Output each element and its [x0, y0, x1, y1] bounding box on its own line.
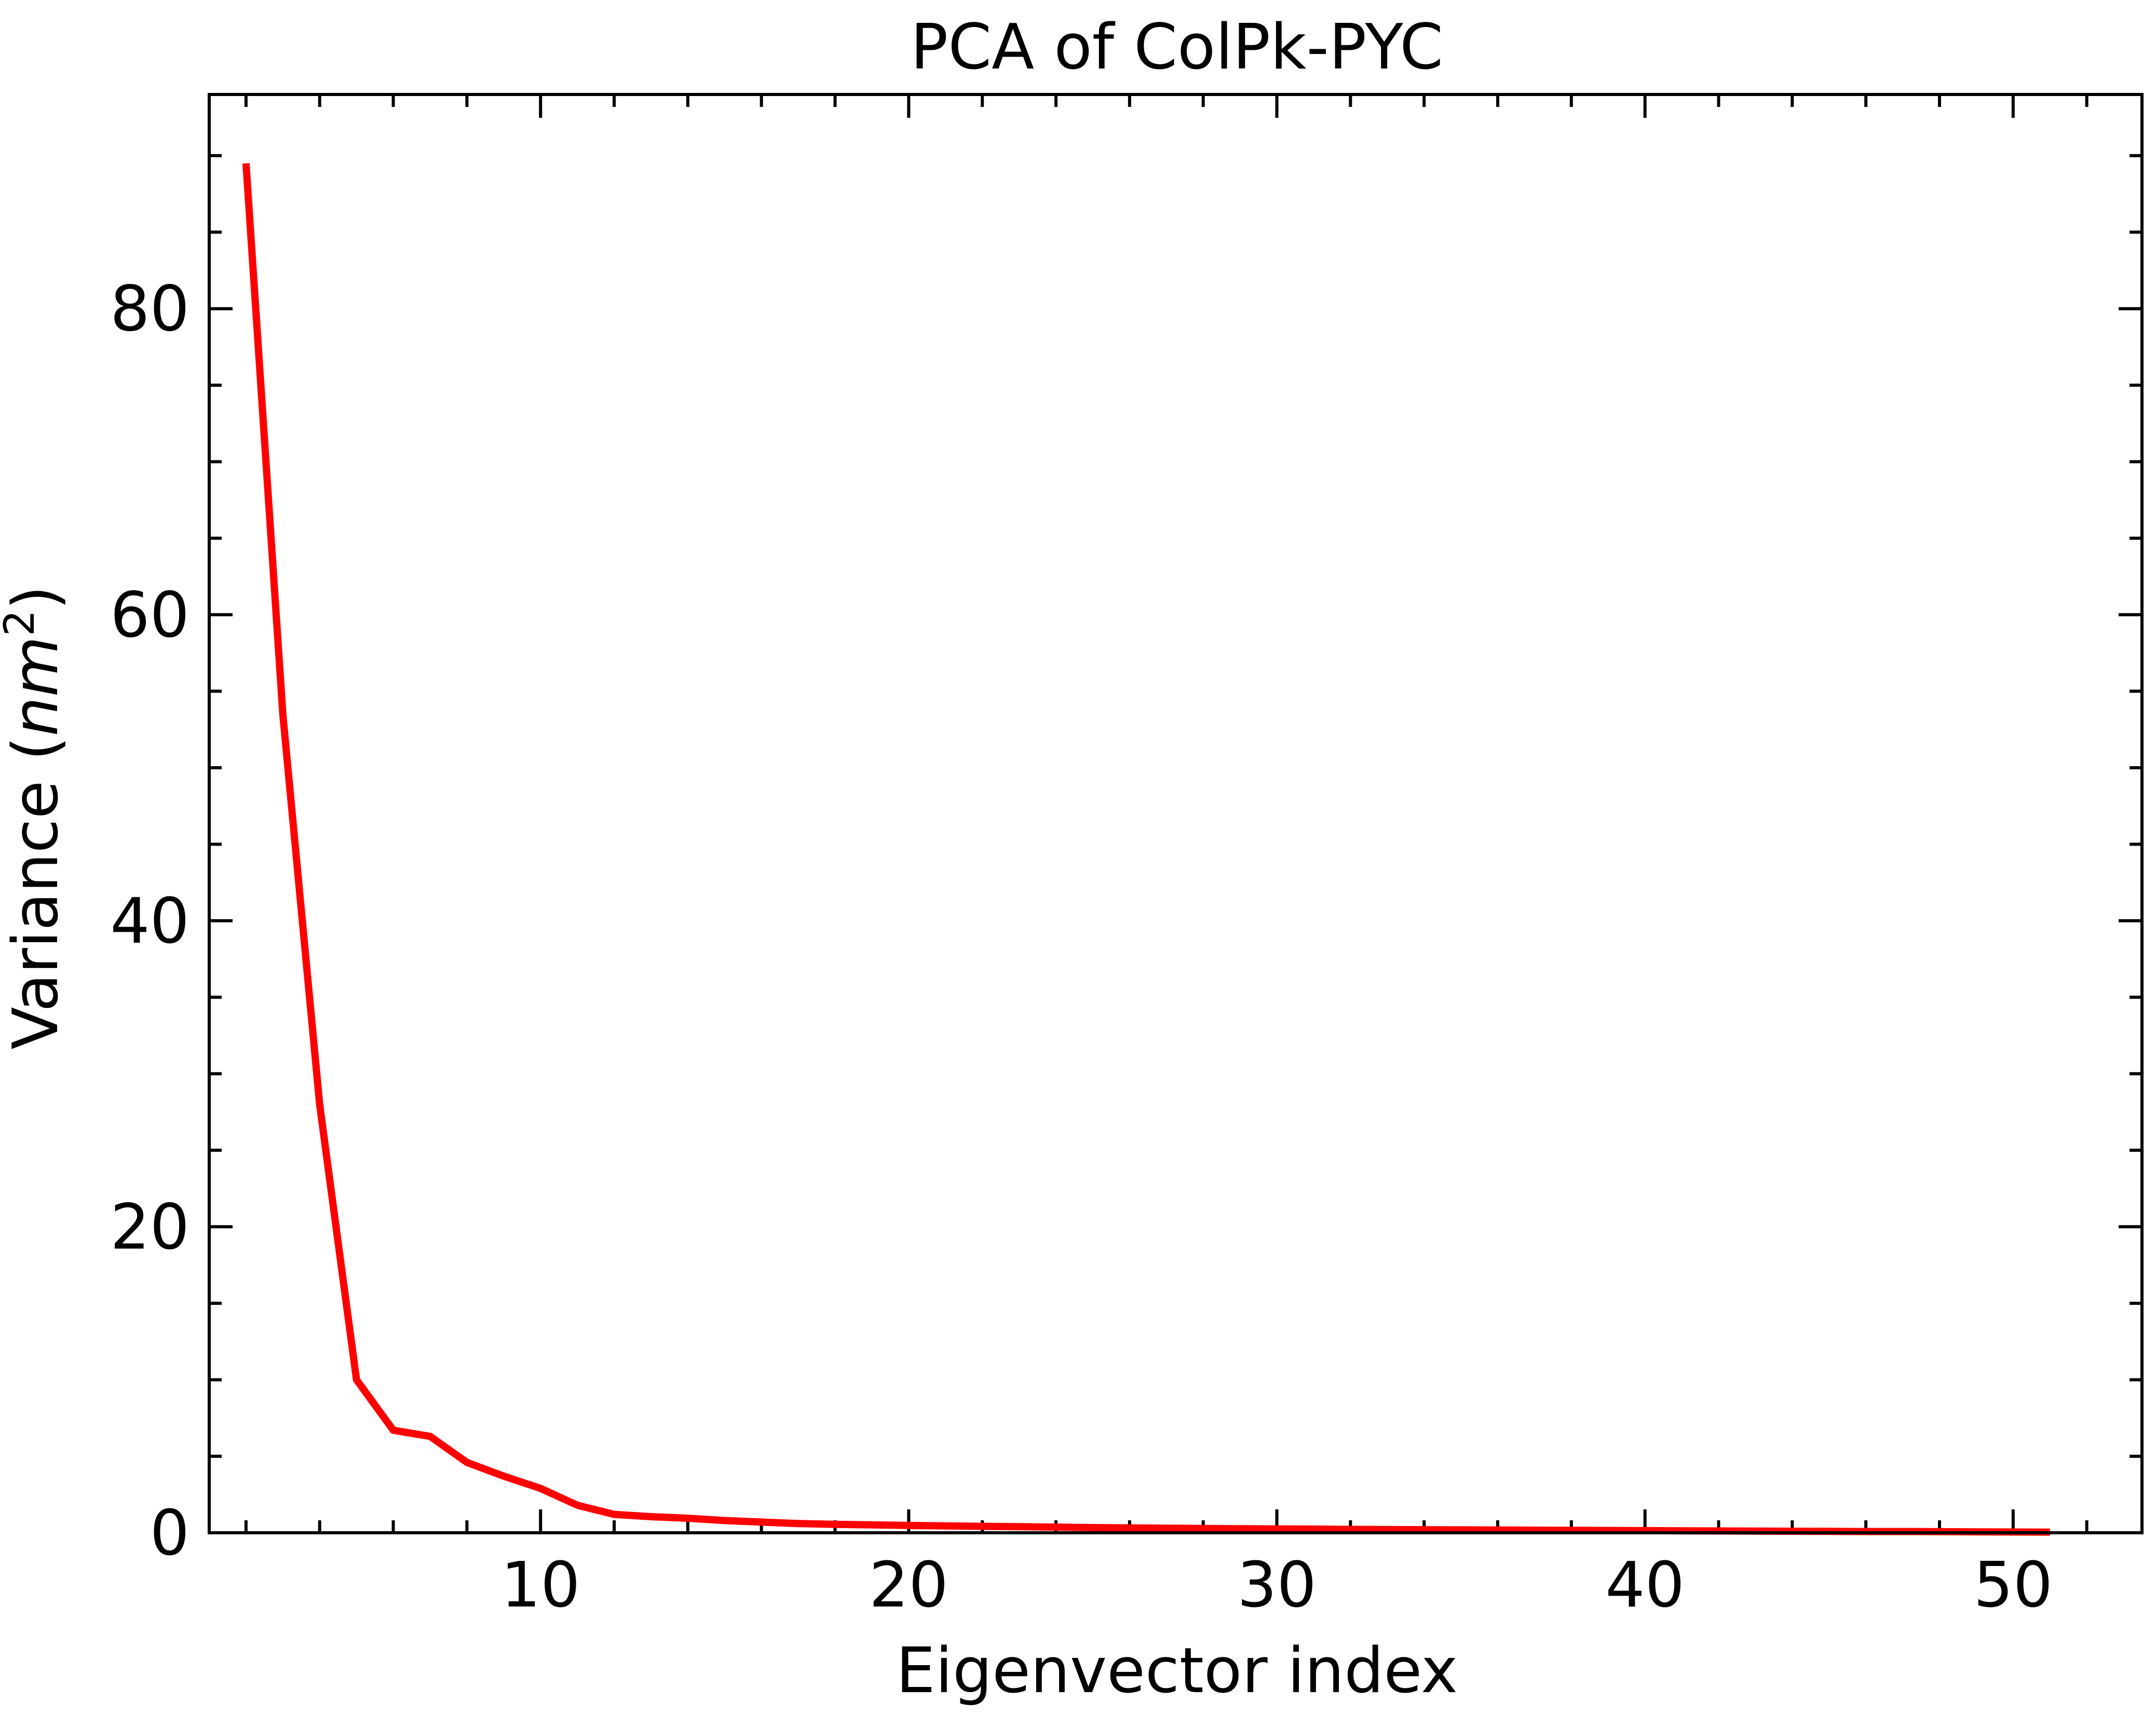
x-tick-label: 10 [501, 1549, 580, 1622]
y-axis-label-superscript: 2 [0, 610, 44, 636]
y-tick-label: 80 [110, 274, 189, 346]
axis-ticks [209, 94, 2142, 1534]
plot-frame [208, 93, 2144, 1534]
y-axis-label-unit: nm [0, 636, 72, 737]
x-axis-label: Eigenvector index [896, 1635, 1458, 1707]
y-tick-label: 60 [110, 579, 189, 651]
x-tick-label: 30 [1237, 1549, 1317, 1622]
y-axis-label-close: ) [0, 585, 72, 610]
y-tick-label: 20 [110, 1191, 189, 1263]
chart-title: PCA of ColPk-PYC [911, 11, 1443, 84]
y-axis-label-main: Variance ( [0, 737, 72, 1050]
variance-series-line [242, 163, 2050, 1536]
axis-tick-labels: 10 20 30 40 50 0 20 40 60 80 [110, 274, 2053, 1622]
y-tick-label: 0 [150, 1497, 189, 1570]
x-tick-label: 40 [1605, 1549, 1685, 1622]
y-axis-label: Variance (nm2) [0, 585, 72, 1050]
x-tick-label: 20 [869, 1549, 948, 1622]
x-tick-label: 50 [1973, 1549, 2053, 1622]
y-tick-label: 40 [110, 886, 189, 958]
